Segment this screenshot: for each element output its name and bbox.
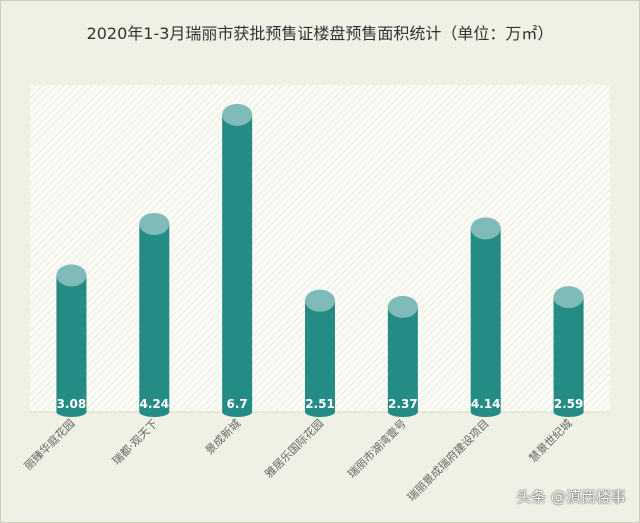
bar-body (56, 275, 87, 412)
x-tick-label: 雅居乐国际花园 (262, 416, 326, 480)
data-label: 3.08 (57, 397, 87, 411)
bar-body (553, 297, 584, 412)
data-label: 2.51 (305, 397, 335, 411)
bar-cap (222, 103, 253, 126)
bar-body (305, 300, 335, 412)
bar-base (222, 407, 253, 417)
bar-1 (56, 264, 87, 417)
bar-3 (222, 103, 253, 417)
bar-base (387, 407, 418, 417)
data-label: 2.59 (554, 397, 584, 411)
bar-base (553, 407, 584, 417)
x-tick-label: 瑞丽景成瑞府建设项目 (404, 416, 492, 504)
bar-cap (387, 295, 418, 318)
x-tick-label: 丽臻华庭花园 (21, 416, 78, 473)
bar-6 (470, 217, 501, 417)
bar-cap (56, 264, 87, 287)
data-label: 4.24 (139, 397, 169, 411)
bar-5 (387, 295, 418, 417)
x-tick-label: 瑞丽市湖湾壹号 (345, 416, 409, 480)
bar-body (222, 114, 253, 412)
bar-7 (553, 286, 584, 417)
bar-base (305, 407, 335, 417)
bar-cap (305, 289, 335, 312)
bar-cap (553, 286, 584, 309)
chart-title: 2020年1-3月瑞丽市获批预售证楼盘预售面积统计（单位：万㎡） (86, 24, 554, 43)
data-label: 2.37 (388, 397, 418, 411)
bar-base (470, 407, 501, 417)
x-tick-label: 瑞都·观天下 (109, 416, 160, 467)
bar-base (139, 407, 170, 417)
bar-cap (470, 217, 501, 240)
data-label: 4.14 (471, 397, 501, 411)
bar-2 (139, 212, 170, 417)
x-tick-label: 慧景世纪城 (526, 416, 575, 465)
bar-body (470, 228, 501, 412)
data-label: 6.7 (227, 397, 248, 411)
bar-cap (139, 212, 170, 235)
bar-body (139, 223, 170, 412)
bar-body (387, 306, 418, 412)
watermark: 头条 @滇西楼事 (516, 488, 626, 506)
x-tick-label: 景成新城 (202, 416, 243, 457)
bar-4 (305, 289, 335, 417)
bar-base (56, 407, 87, 417)
